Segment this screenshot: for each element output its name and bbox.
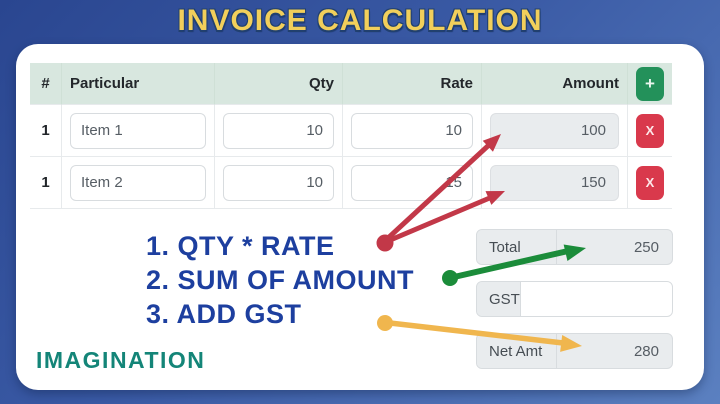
- particular-input[interactable]: [70, 164, 206, 201]
- total-label: Total: [477, 230, 557, 264]
- net-amount-label: Net Amt: [477, 334, 557, 368]
- net-amount-row: Net Amt 280: [476, 333, 673, 369]
- rate-cell: [343, 105, 482, 157]
- delete-row-button[interactable]: X: [636, 165, 664, 200]
- amount-readonly-field: 150: [490, 164, 619, 201]
- step-sum-of-amount: 2. SUM OF AMOUNT: [146, 265, 414, 295]
- gst-label: GST: [477, 282, 521, 316]
- row-number: 1: [30, 157, 62, 209]
- net-amount-value: 280: [633, 342, 659, 360]
- row-number: 1: [30, 105, 62, 157]
- rate-input[interactable]: [351, 164, 473, 201]
- gst-input[interactable]: [520, 282, 672, 316]
- rate-input[interactable]: [351, 112, 473, 149]
- add-row-button[interactable]: +: [636, 66, 664, 101]
- step-add-gst: 3. ADD GST: [146, 299, 302, 329]
- column-header-num: #: [30, 63, 62, 105]
- gst-row: GST: [476, 281, 673, 317]
- amount-cell: 150: [482, 157, 628, 209]
- invoice-table: # Particular Qty Rate Amount + 1 100 X 1: [30, 63, 672, 209]
- amount-readonly-field: 100: [490, 112, 619, 149]
- qty-cell: [215, 157, 343, 209]
- total-value: 250: [633, 238, 659, 256]
- page-title: INVOICE CALCULATION: [177, 4, 543, 37]
- column-header-qty: Qty: [215, 63, 343, 105]
- particular-input[interactable]: [70, 112, 206, 149]
- qty-input[interactable]: [223, 164, 334, 201]
- particular-cell: [62, 157, 215, 209]
- particular-cell: [62, 105, 215, 157]
- rate-cell: [343, 157, 482, 209]
- calculation-steps: 1. QTY * RATE 2. SUM OF AMOUNT 3. ADD GS…: [146, 229, 414, 331]
- action-cell: X: [628, 157, 672, 209]
- step-qty-times-rate: 1. QTY * RATE: [146, 231, 335, 261]
- column-header-rate: Rate: [343, 63, 482, 105]
- qty-input[interactable]: [223, 112, 334, 149]
- delete-row-button[interactable]: X: [636, 113, 664, 148]
- column-header-amount: Amount: [482, 63, 628, 105]
- amount-cell: 100: [482, 105, 628, 157]
- total-row: Total 250: [476, 229, 673, 265]
- column-header-particular: Particular: [62, 63, 215, 105]
- brand-watermark: IMAGINATION: [36, 347, 206, 373]
- qty-cell: [215, 105, 343, 157]
- header-action-cell: +: [628, 63, 672, 105]
- action-cell: X: [628, 105, 672, 157]
